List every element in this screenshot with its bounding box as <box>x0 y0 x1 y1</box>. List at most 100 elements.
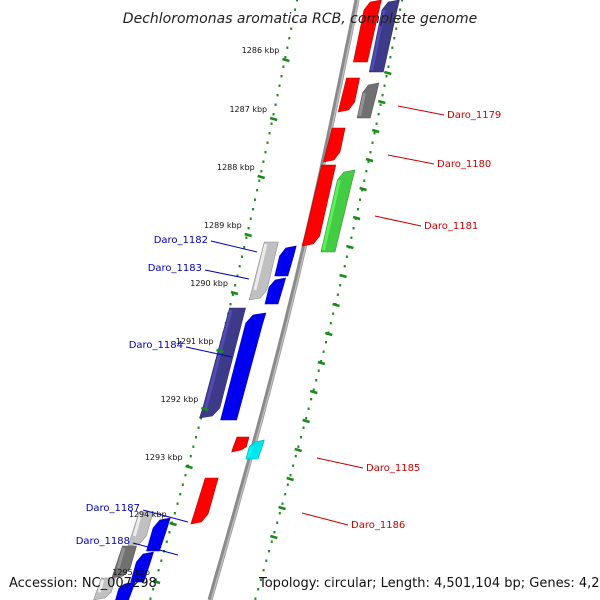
scale-dot <box>399 8 402 11</box>
kbp-label: 1286 kbp <box>242 46 280 55</box>
kbp-tick <box>244 232 253 238</box>
label-daro_1188[interactable]: Daro_1188 <box>76 536 179 556</box>
gene-label-text[interactable]: Daro_1182 <box>154 235 208 246</box>
gene-label-text[interactable]: Daro_1179 <box>447 110 501 121</box>
gene-daro_1179-glyph <box>356 82 380 119</box>
minor-tick <box>286 476 295 482</box>
label-daro_1179[interactable]: Daro_1179 <box>397 105 501 121</box>
scale-dot <box>181 483 184 486</box>
scale-dot <box>179 493 182 496</box>
scale-dot <box>259 578 262 581</box>
kbp-tick <box>185 464 193 470</box>
gene-label-text[interactable]: Daro_1184 <box>129 340 183 351</box>
gene-unlabeled-glyph <box>353 0 382 63</box>
label-daro_1186[interactable]: Daro_1186 <box>301 512 405 531</box>
gene-body <box>93 577 116 600</box>
label-daro_1183[interactable]: Daro_1183 <box>148 263 250 280</box>
label-daro_1181[interactable]: Daro_1181 <box>374 215 478 232</box>
leader-line <box>185 346 233 358</box>
scale-dot <box>284 493 287 496</box>
minor-tick <box>359 186 367 192</box>
gene-daro_1187-glyph <box>146 517 171 552</box>
gene-label-text[interactable]: Daro_1188 <box>76 536 130 547</box>
scale-dot <box>229 303 232 306</box>
gene-highlight <box>116 587 123 599</box>
minor-tick <box>365 157 374 163</box>
gene-daro_1182-glyph <box>274 245 297 277</box>
scale-dot <box>369 151 372 154</box>
scale-dot <box>236 274 239 277</box>
scale-dot <box>329 322 332 325</box>
kbp-label: 1291 kbp <box>176 337 214 346</box>
scale-dot <box>350 236 353 239</box>
label-daro_1180[interactable]: Daro_1180 <box>387 154 491 170</box>
label-daro_1184[interactable]: Daro_1184 <box>129 340 233 358</box>
scale-dot <box>247 227 250 230</box>
leader-line <box>142 509 189 523</box>
gene-label-text[interactable]: Daro_1187 <box>86 503 140 514</box>
scale-dot <box>173 512 176 515</box>
leader-line <box>204 269 250 280</box>
label-daro_1185[interactable]: Daro_1185 <box>316 457 420 474</box>
kbp-tick <box>200 406 209 412</box>
kbp-tick <box>152 579 161 585</box>
scale-dot <box>361 189 364 192</box>
label-daro_1182[interactable]: Daro_1182 <box>154 235 258 253</box>
leader-line <box>316 457 364 469</box>
scale-dot <box>160 559 163 562</box>
backbone-line <box>207 0 360 600</box>
scale-dot <box>273 531 276 534</box>
minor-tick <box>346 244 354 250</box>
kbp-tick <box>216 348 224 354</box>
scale-dot <box>152 588 155 591</box>
gene-daro_1181-glyph <box>301 164 337 247</box>
gene-label-text[interactable]: Daro_1183 <box>148 263 202 274</box>
label-daro_1187[interactable]: Daro_1187 <box>86 503 189 523</box>
gene-track <box>93 0 400 600</box>
gene-daro_1184-glyph <box>220 312 267 421</box>
scale-dot <box>231 293 234 296</box>
gene-daro_1188-glyph <box>130 551 154 583</box>
gene-body <box>115 581 136 600</box>
scale-dot <box>356 208 359 211</box>
gene-label-text[interactable]: Daro_1181 <box>424 221 478 232</box>
gene-highlight <box>221 322 250 419</box>
map-title: Dechloromonas aromatica RCB, complete ge… <box>123 11 477 27</box>
gene-label-text[interactable]: Daro_1186 <box>351 520 405 531</box>
scale-dot <box>365 170 368 173</box>
gene-body <box>337 77 360 113</box>
kbp-tick <box>269 116 278 122</box>
gene-body <box>130 551 154 583</box>
minor-tick <box>377 99 386 105</box>
kbp-tick <box>169 521 177 527</box>
gene-highlight <box>370 9 386 71</box>
gene-highlight <box>195 479 209 515</box>
scale-dot <box>286 46 289 49</box>
gene-daro_1185-glyph <box>245 439 265 460</box>
gene-label-text[interactable]: Daro_1180 <box>437 159 491 170</box>
gene-highlight <box>116 547 126 569</box>
gene-body <box>320 169 356 253</box>
gene-unlabeled-glyph <box>115 581 136 600</box>
gene-daro_1187-glyph <box>127 511 154 547</box>
scale-dot <box>157 569 160 572</box>
gene-label-text[interactable]: Daro_1185 <box>366 463 420 474</box>
scale-dot <box>184 474 187 477</box>
scale-dot <box>363 179 366 182</box>
scale-dot <box>395 27 398 30</box>
gene-body <box>356 82 380 119</box>
minor-tick <box>352 215 361 221</box>
scale-dot <box>165 540 168 543</box>
scale-dot <box>302 426 305 429</box>
scale-dot <box>245 236 248 239</box>
scale-dot <box>270 540 273 543</box>
gene-highlight <box>253 243 268 291</box>
gene-body <box>127 511 154 547</box>
gene-daro_1181-glyph <box>320 169 356 253</box>
scale-dot <box>281 502 284 505</box>
kbp-label: 1292 kbp <box>161 395 199 404</box>
scale-dot <box>292 18 295 21</box>
scale-dot <box>274 103 277 106</box>
scale-dot <box>264 151 267 154</box>
